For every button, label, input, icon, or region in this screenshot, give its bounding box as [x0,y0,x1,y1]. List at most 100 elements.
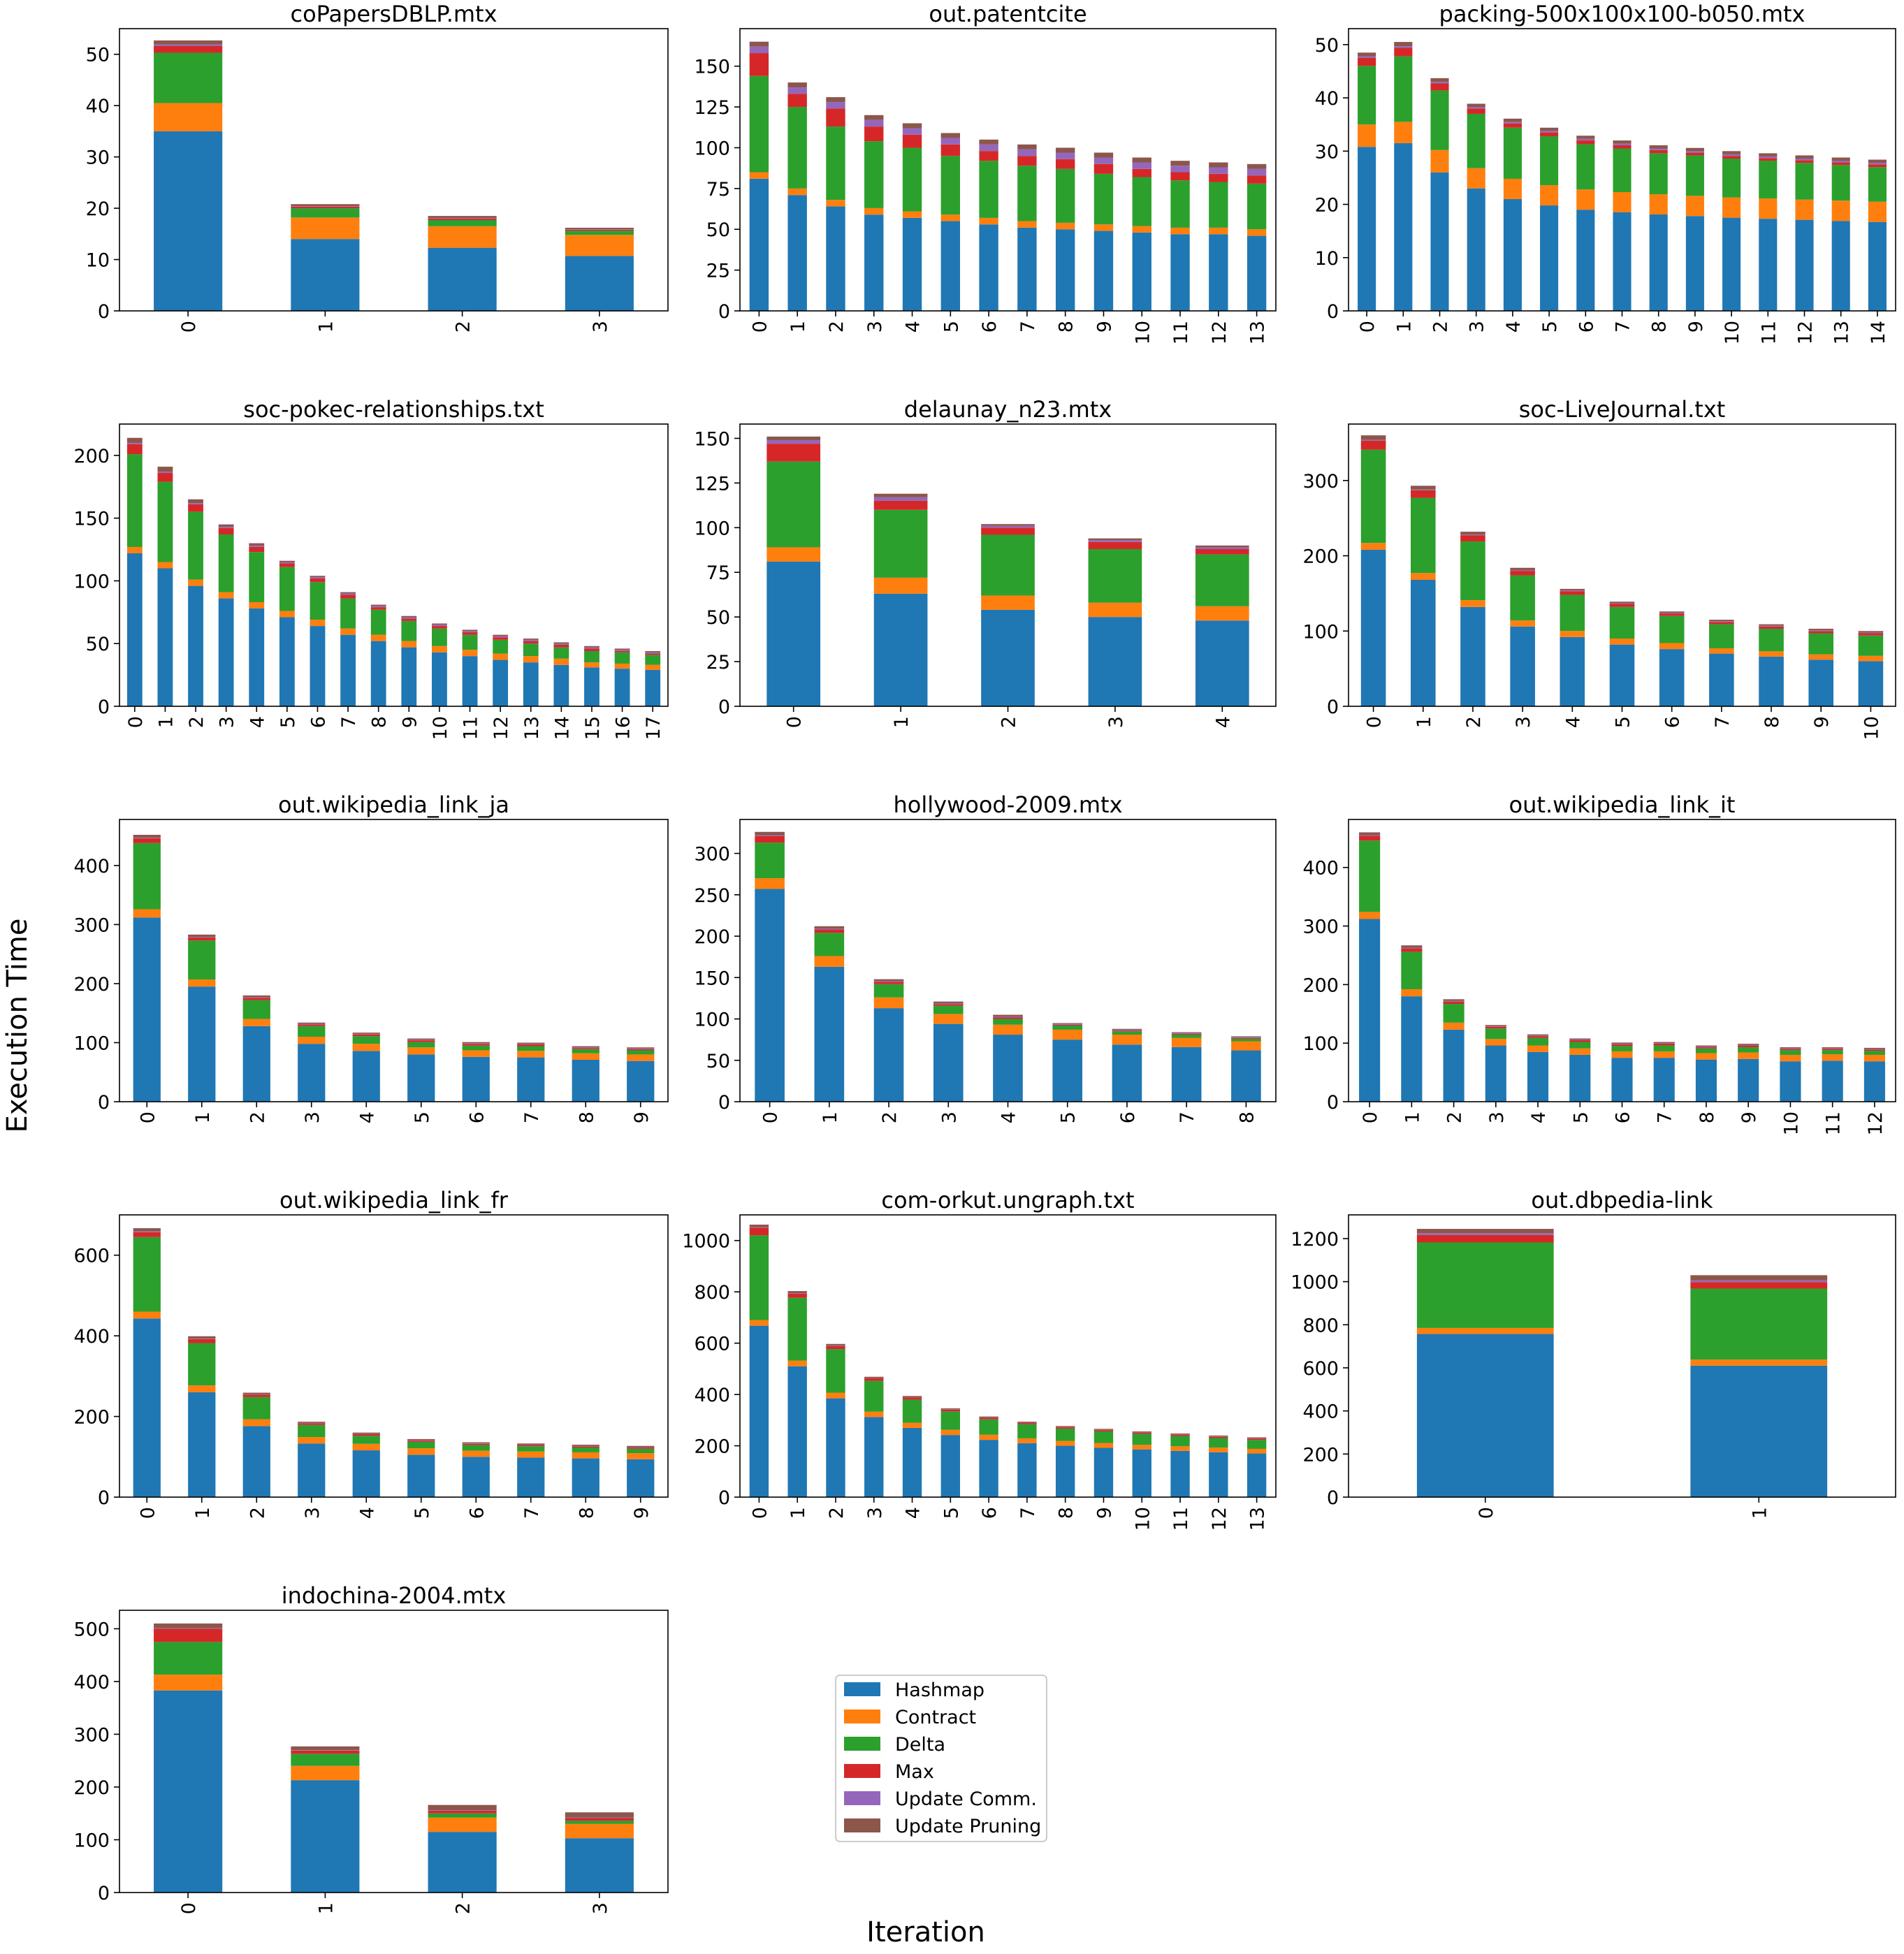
bar-hashmap-5 [1540,205,1559,311]
bar-update-pruning-2 [428,1804,497,1811]
bar-update-pruning-3 [864,115,884,120]
subplot-5: 0 100 200 300 0 1 2 3 4 5 6 7 8 9 10 soc-LiveJournal.tx… [1302,396,1896,740]
bar-delta-13 [1831,165,1850,201]
bar-contract-4 [352,1443,380,1451]
y-tick-label: 1000 [682,1231,730,1253]
bar-contract-1 [291,217,360,240]
bar-update-comm--2 [188,503,203,504]
bar-hashmap-9 [627,1459,655,1497]
bar-update-pruning-2 [188,499,203,504]
bar-delta-7 [1017,1424,1037,1438]
bar-hashmap-1 [291,1780,360,1893]
bar-delta-3 [1485,1028,1506,1040]
bar-hashmap-7 [1171,1047,1202,1102]
x-tick-label: 3 [864,321,886,333]
bar-delta-4 [1560,595,1585,632]
bar-update-pruning-3 [565,228,634,230]
bar-contract-1 [188,979,216,987]
bar-contract-8 [1649,194,1668,215]
bar-max-1 [787,94,807,108]
bar-delta-3 [1088,548,1142,603]
bar-update-pruning-0 [154,40,223,45]
bar-update-comm--9 [401,617,417,619]
bar-contract-3 [1088,602,1142,618]
bar-hashmap-14 [553,664,569,706]
legend-label-max: Max [895,1761,934,1783]
bar-contract-8 [572,1452,599,1459]
y-tick-label: 200 [73,1777,110,1799]
bar-update-comm--1 [157,472,173,474]
bar-update-comm--0 [154,44,223,46]
bar-max-1 [873,500,928,510]
bar-delta-0 [749,75,769,173]
bar-update-pruning-0 [1358,52,1376,57]
y-tick-label: 600 [73,1246,110,1267]
bar-hashmap-5 [1609,644,1635,706]
bar-update-pruning-1 [188,1336,216,1339]
bar-hashmap-9 [627,1060,655,1102]
bar-update-pruning-0 [154,1623,223,1628]
bar-max-5 [1540,132,1559,136]
bar-hashmap-7 [517,1457,545,1497]
bar-max-4 [1195,548,1249,555]
bar-delta-6 [979,1419,998,1435]
bar-contract-4 [902,1422,922,1428]
bar-update-comm--1 [291,1750,360,1751]
bar-contract-9 [1685,196,1704,217]
bar-hashmap-16 [614,669,630,706]
bar-hashmap-6 [310,626,326,706]
bar-max-9 [1093,1430,1114,1431]
bar-contract-0 [749,1320,769,1326]
bar-hashmap-3 [298,1443,326,1497]
bar-hashmap-4 [352,1450,380,1497]
bar-delta-1 [787,1297,807,1361]
x-tick-label: 4 [903,321,924,333]
bar-update-pruning-2 [873,979,904,982]
bar-update-comm--1 [814,928,845,930]
bar-hashmap-6 [462,1056,490,1102]
x-tick-label: 1 [787,321,809,333]
bar-update-pruning-1 [787,1291,807,1294]
bar-contract-0 [1360,543,1386,550]
bar-contract-11 [1170,227,1190,235]
bar-max-11 [1170,1434,1190,1436]
bar-contract-8 [370,634,386,641]
x-tick-label: 0 [749,321,771,333]
bar-contract-11 [1822,1054,1843,1061]
x-tick-label: 3 [590,321,611,333]
bar-hashmap-1 [787,1366,807,1497]
bar-max-0 [133,838,161,843]
x-tick-label: 2 [879,1111,901,1123]
bar-contract-3 [864,1411,884,1417]
bar-hashmap-12 [493,659,509,706]
figure-x-axis-label: Iteration [866,1916,985,1948]
bar-hashmap-3 [933,1023,964,1102]
bar-max-4 [902,1397,922,1400]
bar-update-pruning-4 [1195,545,1249,548]
x-tick-label: 0 [1476,1507,1497,1519]
x-tick-label: 3 [590,1902,611,1914]
bar-update-pruning-1 [188,934,216,938]
bar-hashmap-11 [1759,219,1778,311]
bar-max-14 [1868,164,1887,168]
x-tick-label: 3 [1467,321,1488,333]
bar-hashmap-2 [873,1008,904,1102]
bar-max-8 [572,1048,599,1049]
x-tick-label: 7 [521,1507,543,1519]
bar-update-pruning-0 [1360,435,1386,440]
bar-max-4 [902,134,922,148]
y-tick-label: 50 [86,45,110,66]
bar-contract-2 [826,200,845,207]
bar-update-comm--4 [1195,547,1249,549]
figure-y-axis-label: Execution Time [1,919,34,1133]
bar-delta-1 [1401,952,1423,990]
y-tick-label: 100 [694,138,730,159]
bar-max-10 [1132,168,1151,177]
x-tick-label: 0 [137,1111,159,1123]
y-tick-label: 10 [1315,248,1339,270]
bar-update-pruning-12 [493,634,509,636]
bar-delta-10 [432,628,447,646]
y-tick-label: 100 [73,571,110,592]
y-tick-label: 20 [1315,195,1339,217]
subplot-title: out.wikipedia_link_it [1509,792,1736,818]
